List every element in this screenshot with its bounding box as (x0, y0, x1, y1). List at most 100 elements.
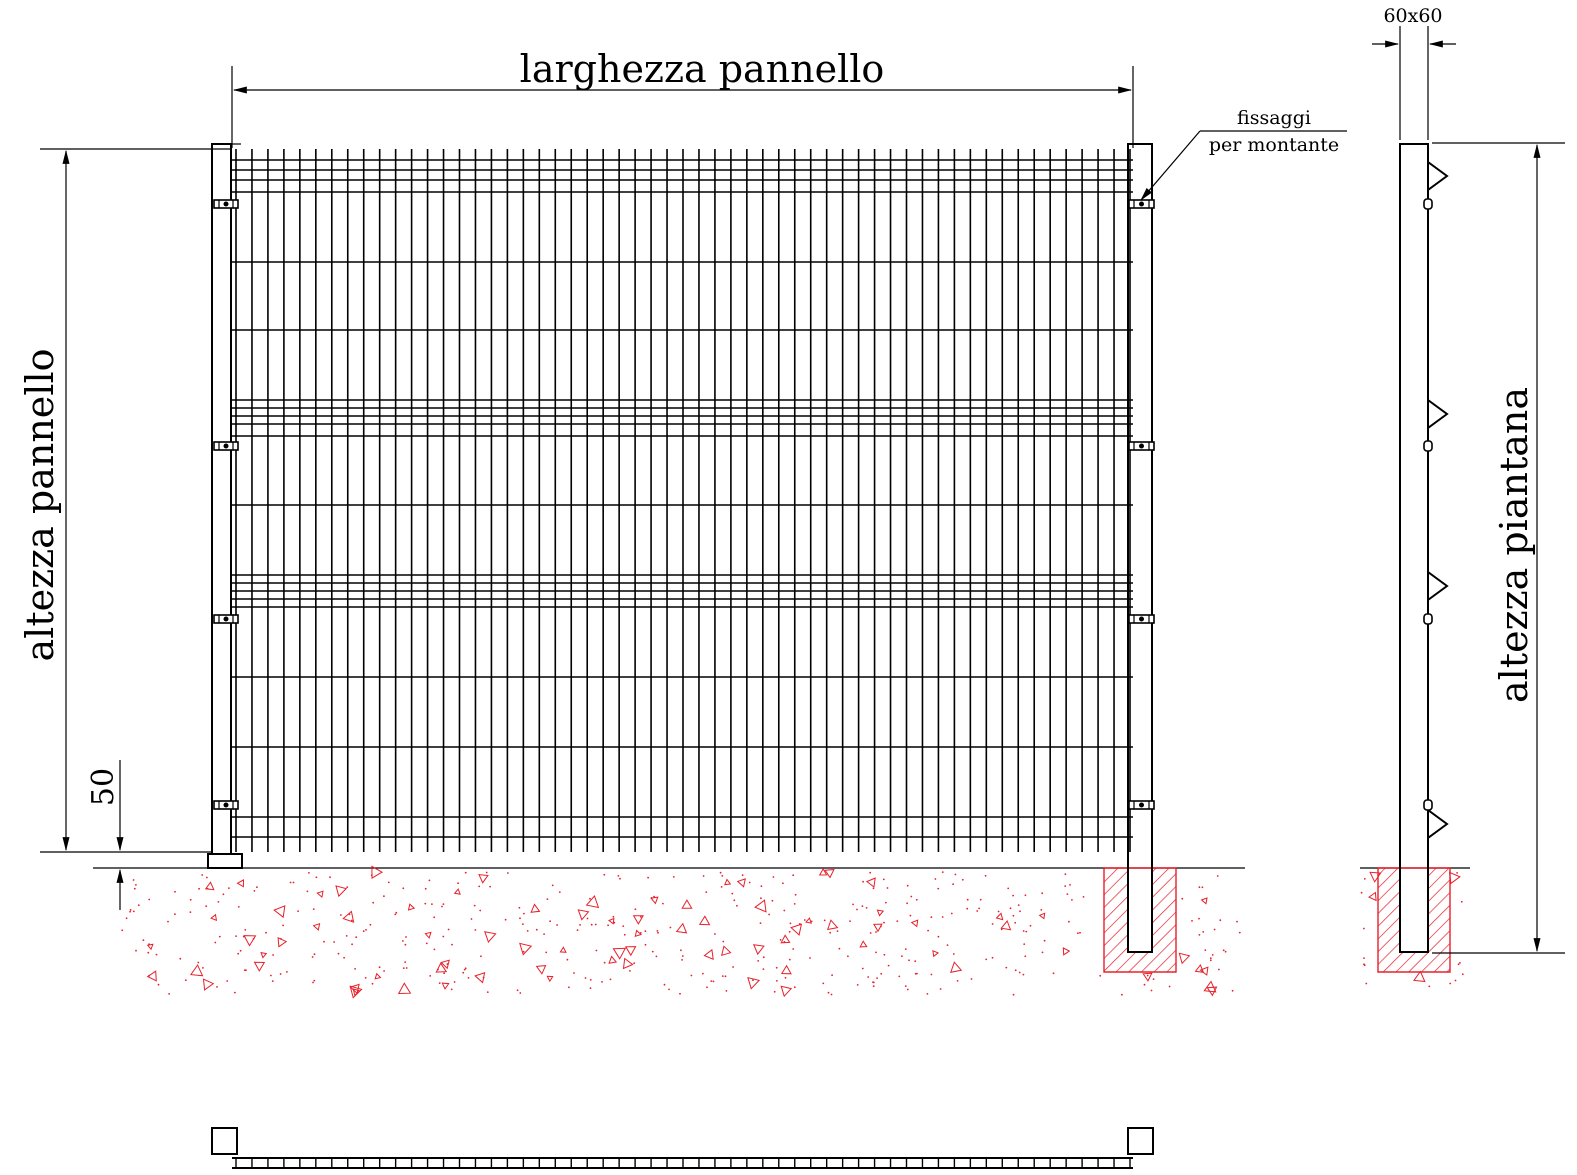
soil-dot (387, 881, 390, 884)
soil-dot (129, 910, 132, 913)
soil-dot (647, 876, 649, 879)
soil-dot (234, 991, 236, 994)
soil-dot (966, 907, 969, 910)
soil-dot (934, 878, 937, 880)
soil-dot (872, 985, 875, 988)
soil-dot (1052, 972, 1055, 975)
plan-view (211, 1127, 1154, 1169)
soil-dot (768, 913, 770, 916)
soil-dot (952, 883, 954, 886)
soil-dot (395, 911, 398, 914)
soil-dot (433, 916, 436, 919)
soil-dot (809, 957, 811, 959)
soil-dot (272, 954, 274, 956)
soil-dot (573, 972, 575, 974)
soil-stone (780, 964, 792, 975)
soil-dot (142, 939, 145, 942)
soil-dot (644, 943, 647, 946)
welded-mesh-panel (232, 149, 1133, 852)
soil-dot (1023, 943, 1026, 945)
soil-stone (577, 909, 590, 921)
dimension-post-section (1372, 26, 1456, 140)
soil-dot (997, 910, 1000, 913)
soil-dot (1198, 917, 1200, 920)
soil-dot (217, 901, 220, 903)
soil-dot (1363, 964, 1366, 967)
soil-dot (856, 984, 859, 986)
soil-dot (480, 955, 482, 958)
soil-dot (545, 951, 548, 954)
soil-dot (776, 980, 778, 982)
soil-dot (1069, 884, 1071, 886)
soil-dot (394, 913, 397, 916)
soil-dot (551, 884, 554, 887)
soil-dot (629, 970, 631, 972)
soil-dot (926, 993, 929, 995)
soil-dot (464, 871, 467, 874)
post-fixings (213, 199, 1155, 810)
soil-stone (826, 919, 839, 931)
soil-dot (519, 917, 521, 920)
concrete-footing-side (1377, 867, 1451, 973)
soil-dot (732, 966, 734, 968)
soil-dot (535, 928, 538, 931)
soil-dot (927, 929, 929, 932)
soil-dot (1360, 891, 1363, 894)
soil-dot (271, 980, 274, 982)
soil-dot (1238, 931, 1241, 934)
soil-dot (453, 981, 456, 983)
soil-dot (594, 923, 597, 926)
soil-dot (1211, 954, 1214, 956)
soil-dot (722, 940, 725, 943)
soil-dot (663, 983, 666, 986)
soil-dot (516, 989, 519, 992)
soil-dot (351, 943, 353, 946)
soil-dot (782, 882, 784, 885)
soil-dot (463, 968, 466, 971)
soil-stone (484, 931, 497, 943)
soil-dot (1017, 904, 1020, 906)
soil-dot (132, 879, 135, 881)
dimension-post-height (1432, 142, 1565, 954)
soil-dot (1202, 931, 1205, 933)
soil-dot (1029, 924, 1032, 927)
soil-dot (762, 968, 765, 970)
soil-dot (279, 973, 282, 975)
soil-dot (237, 906, 240, 908)
soil-dot (485, 871, 488, 874)
soil-stone (736, 878, 746, 888)
soil-dot (256, 886, 258, 889)
fixings-label-line1: fissaggi (1237, 107, 1311, 129)
soil-dot (710, 980, 713, 982)
soil-dot (773, 990, 776, 993)
soil-dot (228, 887, 230, 889)
soil-dot (586, 917, 589, 920)
soil-stone (1142, 972, 1153, 982)
soil-dot (443, 972, 445, 975)
soil-dot (1216, 875, 1219, 877)
soil-dot (222, 893, 225, 896)
soil-stone (441, 982, 450, 990)
soil-stone (210, 913, 218, 922)
soil-dot (507, 872, 509, 874)
soil-dot (1150, 989, 1153, 992)
soil-dot (954, 873, 957, 876)
soil-dot (239, 949, 242, 952)
soil-dot (125, 917, 128, 920)
soil-dot (607, 924, 609, 927)
soil-dot (748, 881, 751, 884)
soil-dot (623, 933, 626, 936)
soil-dot (609, 978, 612, 981)
soil-dot (558, 891, 561, 893)
soil-dot (1461, 973, 1464, 976)
soil-dot (522, 950, 525, 953)
soil-dot (741, 874, 744, 877)
fixing-bolt (223, 616, 229, 622)
soil-dot (783, 909, 786, 912)
soil-dot (653, 895, 655, 898)
soil-dot (794, 893, 797, 896)
panel-height-label: altezza pannello (18, 349, 62, 662)
soil-dot (147, 951, 150, 954)
soil-dot (930, 916, 933, 919)
